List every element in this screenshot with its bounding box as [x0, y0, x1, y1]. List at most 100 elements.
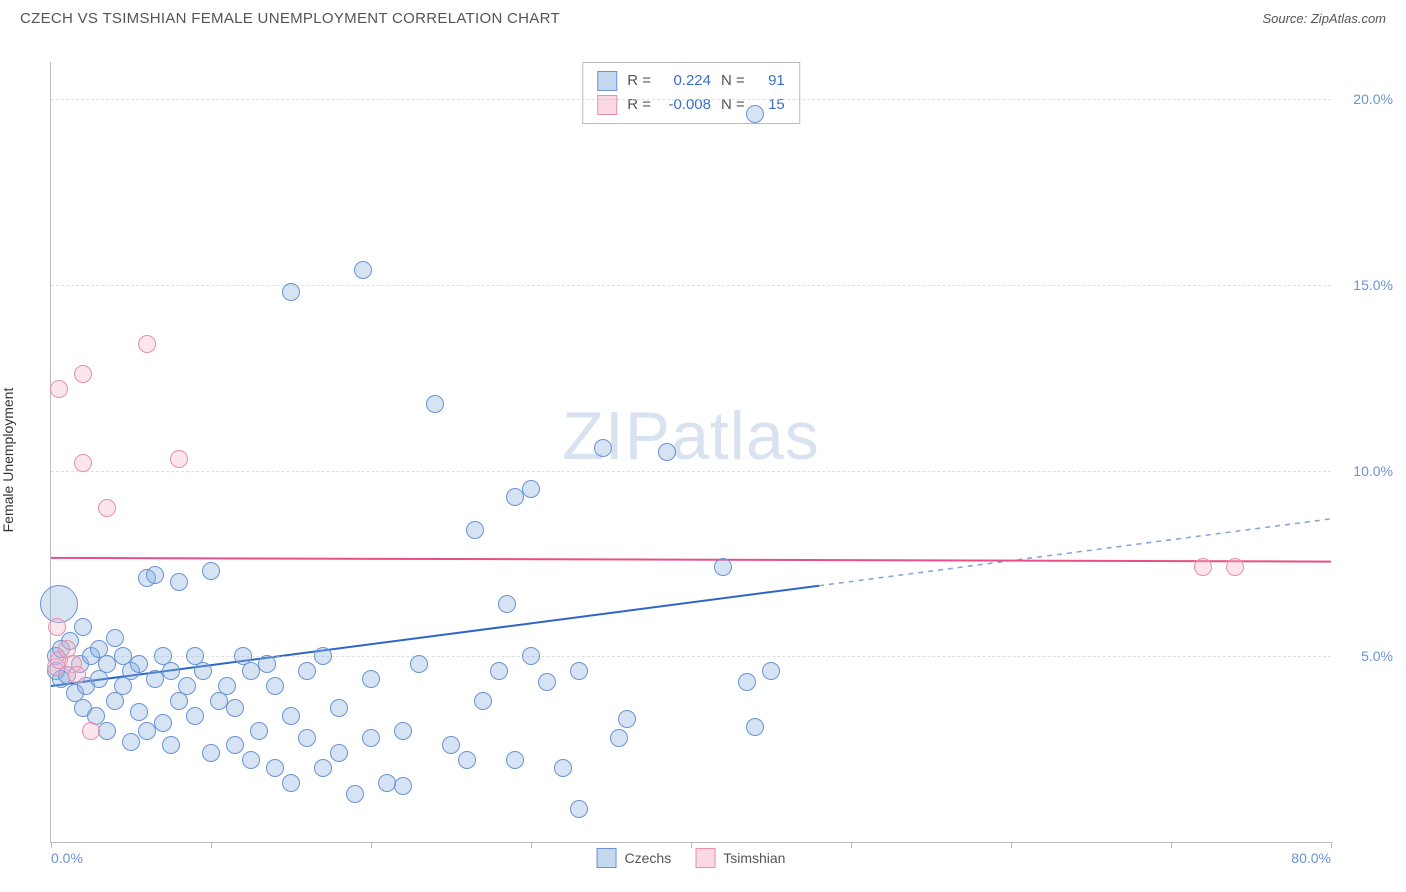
data-point: [362, 670, 380, 688]
data-point: [746, 718, 764, 736]
legend-swatch: [597, 848, 617, 868]
chart-title: CZECH VS TSIMSHIAN FEMALE UNEMPLOYMENT C…: [20, 10, 560, 27]
chart-header: CZECH VS TSIMSHIAN FEMALE UNEMPLOYMENT C…: [0, 0, 1406, 27]
data-point: [762, 662, 780, 680]
y-tick-label: 5.0%: [1361, 648, 1393, 664]
legend-r-value: -0.008: [661, 93, 711, 117]
data-point: [226, 736, 244, 754]
trendline-extrapolated: [819, 519, 1331, 586]
data-point: [570, 800, 588, 818]
x-tick: [51, 842, 52, 848]
legend-r-label: R =: [627, 93, 651, 117]
watermark: ZIPatlas: [562, 397, 819, 475]
data-point: [282, 707, 300, 725]
data-point: [330, 744, 348, 762]
data-point: [106, 629, 124, 647]
data-point: [506, 751, 524, 769]
data-point: [378, 774, 396, 792]
data-point: [138, 335, 156, 353]
data-point: [162, 736, 180, 754]
x-tick: [1011, 842, 1012, 848]
x-tick: [1331, 842, 1332, 848]
legend-series-item: Tsimshian: [695, 848, 785, 868]
data-point: [618, 710, 636, 728]
data-point: [538, 673, 556, 691]
legend-n-value: 91: [755, 69, 785, 93]
chart-source: Source: ZipAtlas.com: [1262, 11, 1386, 26]
data-point: [714, 558, 732, 576]
data-point: [162, 662, 180, 680]
legend-row: R = 0.224 N = 91: [597, 69, 785, 93]
x-tick-label: 0.0%: [51, 850, 83, 866]
data-point: [170, 573, 188, 591]
gridline: [51, 471, 1331, 472]
data-point: [298, 729, 316, 747]
data-point: [746, 105, 764, 123]
chart-container: Female Unemployment ZIPatlas R = 0.224 N…: [0, 27, 1406, 877]
data-point: [466, 521, 484, 539]
x-tick: [1171, 842, 1172, 848]
trend-lines-layer: [51, 62, 1331, 842]
x-tick: [371, 842, 372, 848]
data-point: [68, 666, 86, 684]
data-point: [82, 722, 100, 740]
data-point: [98, 499, 116, 517]
data-point: [242, 751, 260, 769]
gridline: [51, 285, 1331, 286]
legend-series-label: Tsimshian: [723, 850, 785, 866]
y-axis-label: Female Unemployment: [0, 388, 16, 533]
data-point: [186, 707, 204, 725]
data-point: [74, 454, 92, 472]
data-point: [74, 618, 92, 636]
data-point: [594, 439, 612, 457]
data-point: [570, 662, 588, 680]
legend-series: Czechs Tsimshian: [597, 848, 786, 868]
legend-r-label: R =: [627, 69, 651, 93]
data-point: [258, 655, 276, 673]
data-point: [178, 677, 196, 695]
data-point: [98, 722, 116, 740]
data-point: [202, 744, 220, 762]
data-point: [442, 736, 460, 754]
legend-series-label: Czechs: [625, 850, 672, 866]
y-tick-label: 15.0%: [1353, 277, 1393, 293]
data-point: [266, 759, 284, 777]
data-point: [522, 647, 540, 665]
data-point: [346, 785, 364, 803]
data-point: [146, 566, 164, 584]
data-point: [266, 677, 284, 695]
data-point: [1226, 558, 1244, 576]
data-point: [610, 729, 628, 747]
data-point: [738, 673, 756, 691]
data-point: [170, 450, 188, 468]
data-point: [226, 699, 244, 717]
data-point: [282, 774, 300, 792]
data-point: [426, 395, 444, 413]
trendline: [51, 558, 1331, 562]
data-point: [314, 759, 332, 777]
data-point: [298, 662, 316, 680]
legend-swatch: [597, 95, 617, 115]
data-point: [250, 722, 268, 740]
data-point: [498, 595, 516, 613]
x-tick: [211, 842, 212, 848]
data-point: [458, 751, 476, 769]
data-point: [130, 655, 148, 673]
data-point: [354, 261, 372, 279]
data-point: [154, 714, 172, 732]
data-point: [74, 365, 92, 383]
legend-n-label: N =: [721, 69, 745, 93]
legend-r-value: 0.224: [661, 69, 711, 93]
x-tick: [851, 842, 852, 848]
legend-swatch: [695, 848, 715, 868]
data-point: [218, 677, 236, 695]
data-point: [282, 283, 300, 301]
plot-area: ZIPatlas R = 0.224 N = 91 R = -0.008 N =…: [50, 62, 1331, 843]
data-point: [330, 699, 348, 717]
data-point: [362, 729, 380, 747]
data-point: [1194, 558, 1212, 576]
legend-correlation: R = 0.224 N = 91 R = -0.008 N = 15: [582, 62, 800, 124]
data-point: [522, 480, 540, 498]
legend-swatch: [597, 71, 617, 91]
data-point: [48, 618, 66, 636]
